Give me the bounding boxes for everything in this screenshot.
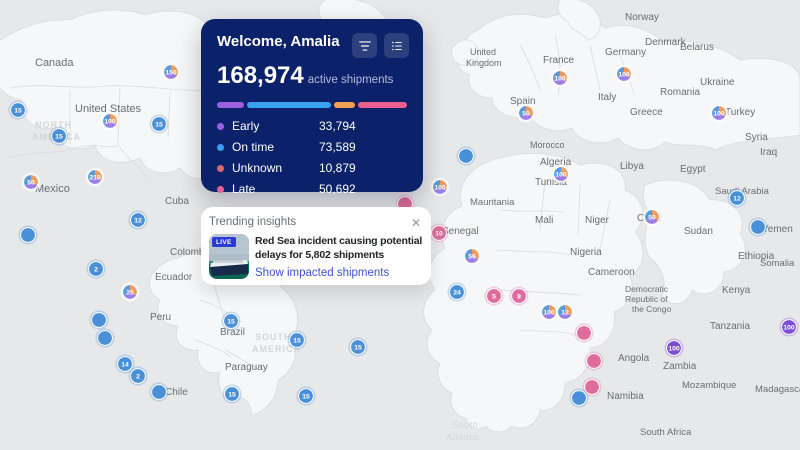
svg-text:50: 50 [522,111,530,118]
svg-text:Cameroon: Cameroon [588,267,635,278]
svg-text:the Congo: the Congo [632,304,671,314]
svg-text:100: 100 [668,346,680,353]
svg-text:Republic of: Republic of [625,294,668,304]
svg-text:210: 210 [89,175,101,182]
svg-text:Peru: Peru [150,312,171,323]
svg-text:56: 56 [468,254,476,261]
svg-text:25: 25 [126,290,134,297]
svg-text:100: 100 [554,76,566,83]
svg-text:100: 100 [434,185,446,192]
svg-text:Niger: Niger [585,215,610,226]
svg-text:100: 100 [618,72,630,79]
svg-text:50: 50 [648,215,656,222]
svg-text:100: 100 [713,111,725,118]
svg-text:100: 100 [543,310,555,317]
svg-text:Madagascar: Madagascar [755,384,800,395]
svg-text:12: 12 [733,196,741,203]
svg-text:Ukraine: Ukraine [700,77,735,88]
svg-text:15: 15 [293,338,301,345]
svg-text:Mexico: Mexico [35,183,70,195]
svg-text:Angola: Angola [618,353,650,364]
svg-text:15: 15 [14,108,22,115]
svg-text:10: 10 [435,231,443,238]
svg-text:Italy: Italy [598,92,616,103]
svg-text:Kingdom: Kingdom [466,58,502,68]
svg-text:Iraq: Iraq [760,147,777,158]
svg-text:SOUTH: SOUTH [255,332,292,342]
svg-text:15: 15 [228,392,236,399]
svg-text:24: 24 [453,290,461,297]
svg-text:2: 2 [136,374,140,381]
svg-text:15: 15 [302,394,310,401]
svg-text:Cuba: Cuba [165,196,189,207]
svg-text:Germany: Germany [605,47,646,58]
svg-text:15: 15 [155,122,163,129]
svg-text:Tanzania: Tanzania [710,321,750,332]
svg-text:5: 5 [492,294,496,301]
svg-text:Zambia: Zambia [663,361,697,372]
svg-text:Kenya: Kenya [722,285,751,296]
svg-text:Belarus: Belarus [680,42,714,53]
svg-text:South: South [452,420,478,430]
svg-text:Somalia: Somalia [760,258,795,269]
svg-text:8: 8 [517,294,521,301]
svg-text:France: France [543,55,575,66]
svg-text:Sudan: Sudan [684,226,713,237]
svg-text:Syria: Syria [745,132,768,143]
svg-text:Romania: Romania [660,87,700,98]
svg-text:Ecuador: Ecuador [155,272,193,283]
svg-text:Democratic: Democratic [625,284,669,294]
svg-text:15: 15 [55,134,63,141]
svg-text:Libya: Libya [620,161,644,172]
svg-text:Morocco: Morocco [530,140,565,150]
svg-text:Greece: Greece [630,107,663,118]
svg-text:Nigeria: Nigeria [570,247,602,258]
svg-text:100: 100 [783,325,795,332]
svg-text:Atlantic: Atlantic [445,432,480,442]
svg-text:15: 15 [227,319,235,326]
svg-text:Paraguay: Paraguay [225,362,268,373]
svg-text:12: 12 [561,310,569,317]
svg-text:Namibia: Namibia [607,391,644,402]
svg-text:Mali: Mali [535,215,553,226]
svg-text:United: United [470,47,496,57]
svg-text:14: 14 [121,362,129,369]
svg-text:Norway: Norway [625,12,659,23]
svg-text:15: 15 [354,345,362,352]
svg-text:Turkey: Turkey [725,107,755,118]
svg-text:Mozambique: Mozambique [682,380,736,391]
svg-text:South Africa: South Africa [640,427,692,438]
svg-text:100: 100 [555,172,567,179]
svg-text:100: 100 [104,119,116,126]
svg-text:2: 2 [94,267,98,274]
svg-text:Egypt: Egypt [680,164,706,175]
svg-text:50: 50 [27,180,35,187]
svg-text:Mauritania: Mauritania [470,197,515,208]
svg-text:150: 150 [165,70,177,77]
svg-text:Canada: Canada [35,57,74,69]
svg-text:12: 12 [134,218,142,225]
